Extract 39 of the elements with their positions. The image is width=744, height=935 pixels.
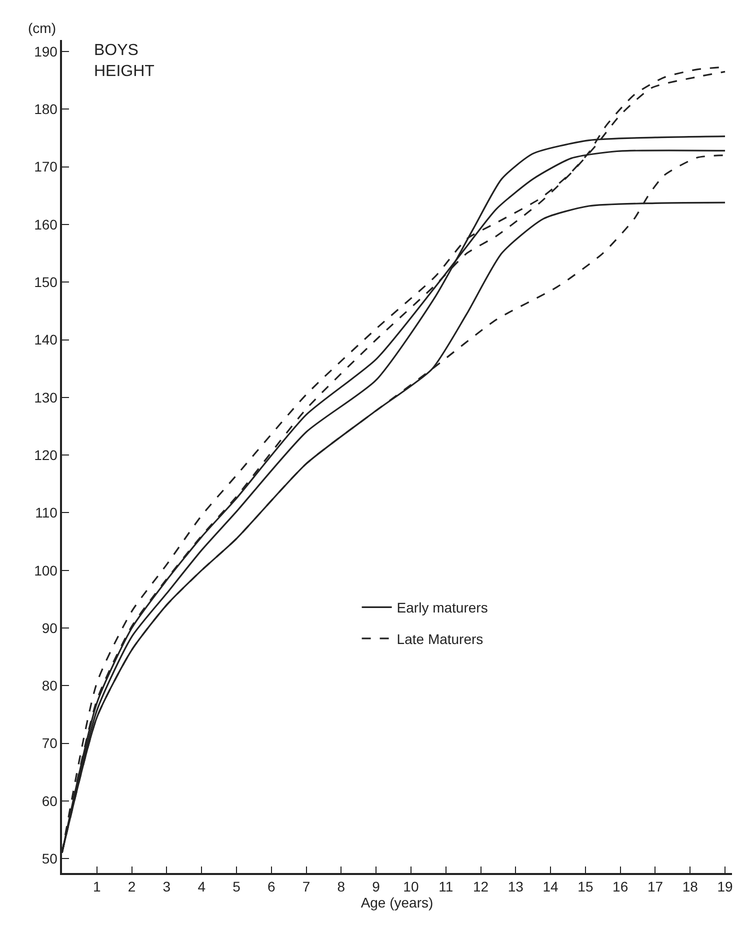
y-tick-label: 50 xyxy=(42,850,58,866)
y-tick-label: 100 xyxy=(34,562,58,578)
x-tick-label: 9 xyxy=(372,878,380,895)
y-tick-label: 140 xyxy=(34,332,58,348)
x-tick-label: 6 xyxy=(267,878,276,895)
y-tick-label: 60 xyxy=(42,792,58,809)
y-tick-label: 80 xyxy=(42,678,58,694)
text: BOYS HEIGHT xyxy=(94,42,155,80)
x-tick-label: 1 xyxy=(93,878,101,895)
y-tick-label: 110 xyxy=(35,504,58,521)
y-axis-title: (cm) xyxy=(28,20,56,36)
y-tick-label: 160 xyxy=(34,216,58,232)
x-tick-label: 8 xyxy=(337,878,346,895)
y-tick-label: 70 xyxy=(42,735,58,752)
x-tick-label: 11 xyxy=(438,878,454,895)
y-tick-label: 150 xyxy=(34,274,58,290)
x-tick-label: 13 xyxy=(508,878,524,895)
y-tick-label: 130 xyxy=(34,389,58,406)
x-tick-label: 16 xyxy=(612,878,628,895)
x-tick-label: 7 xyxy=(302,878,310,895)
x-tick-label: 5 xyxy=(232,878,241,895)
x-tick-label: 3 xyxy=(162,878,171,895)
legend-label: Early maturers xyxy=(396,600,488,616)
y-tick-label: 170 xyxy=(34,158,58,175)
y-tick-label: 190 xyxy=(34,43,58,60)
legend-label: Late Maturers xyxy=(396,630,484,647)
x-tick-label: 18 xyxy=(682,878,698,895)
x-tick-label: 10 xyxy=(403,878,419,895)
x-axis-title: Age (years) xyxy=(360,894,434,911)
x-tick-label: 2 xyxy=(128,878,136,895)
y-tick-label: 180 xyxy=(34,101,58,118)
x-tick-label: 19 xyxy=(717,878,734,895)
x-tick-label: 4 xyxy=(198,878,206,895)
y-tick-label: 90 xyxy=(42,620,58,636)
x-tick-label: 17 xyxy=(647,878,664,895)
x-tick-label: 14 xyxy=(542,878,559,895)
x-tick-label: 12 xyxy=(472,878,489,895)
x-tick-label: 15 xyxy=(578,878,594,895)
y-tick-label: 120 xyxy=(34,446,58,463)
